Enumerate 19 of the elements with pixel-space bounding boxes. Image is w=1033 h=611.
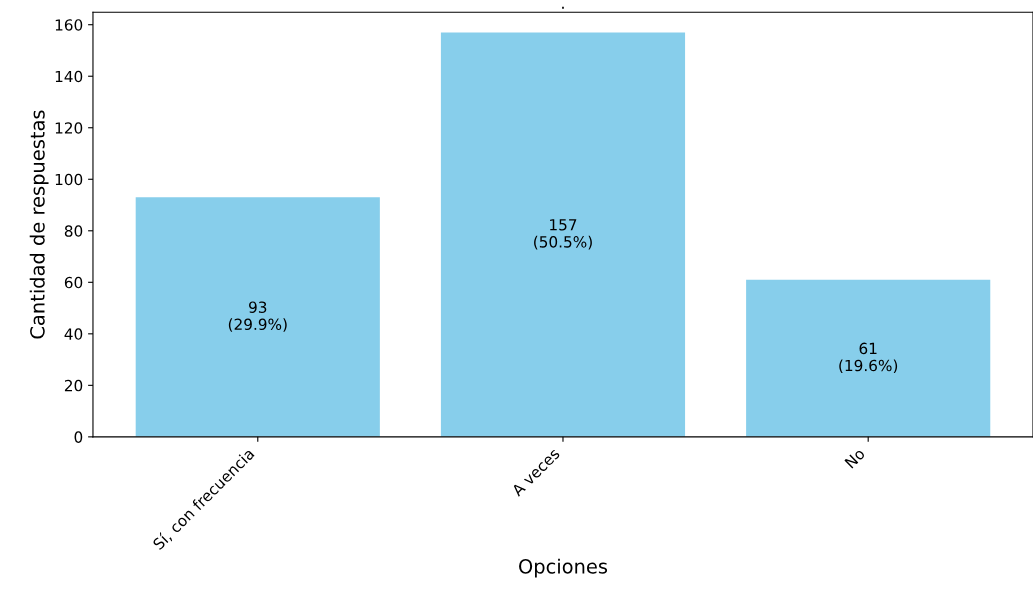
y-tick-label: 20 — [64, 379, 83, 392]
y-tick-label: 60 — [64, 276, 83, 289]
y-tick-label: 80 — [64, 225, 83, 237]
data-label: 93 (29.9%) — [228, 301, 287, 332]
data-label: 61 (19.6%) — [839, 342, 898, 374]
y-tick-label: 120 — [55, 122, 83, 134]
y-axis-title: Cantidad de respuestas — [29, 110, 49, 339]
y-tick-label: 100 — [55, 173, 83, 186]
x-tick-label: No — [844, 447, 866, 469]
chart-title: . — [562, 6, 564, 9]
y-tick-label: 0 — [74, 431, 83, 443]
y-tick-label: 40 — [64, 328, 83, 340]
data-label: 157 (50.5%) — [534, 219, 592, 250]
y-tick-label: 160 — [55, 19, 83, 31]
x-axis-title: Opciones — [519, 558, 608, 578]
y-tick-label: 140 — [55, 70, 83, 83]
bar — [135, 197, 380, 437]
bar — [746, 279, 991, 437]
bar — [440, 32, 686, 437]
